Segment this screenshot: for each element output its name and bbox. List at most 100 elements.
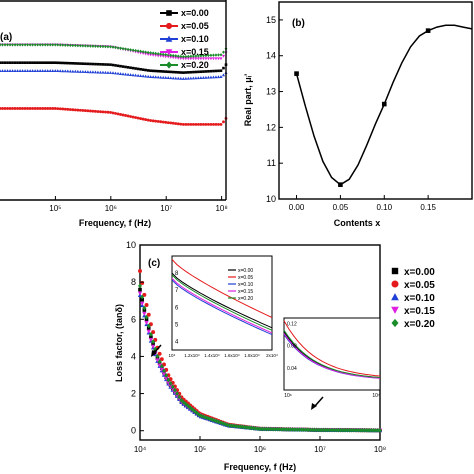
panel-c-point-1-4 — [146, 312, 151, 317]
panel-c-point-4-89 — [332, 427, 337, 433]
panel-a-point-3-59 — [146, 53, 150, 57]
panel-c-point-4-32 — [207, 416, 212, 422]
panel-a-point-2-4 — [8, 69, 12, 72]
panel-a-point-2-41 — [101, 70, 105, 74]
panel-c-point-3-13 — [166, 381, 171, 385]
panel-b-x-tick-label-1: 0.05 — [333, 203, 349, 212]
panel-a-point-2-35 — [86, 70, 90, 74]
panel-c-point-4-75 — [301, 427, 306, 433]
panel-c-point-4-54 — [255, 426, 260, 431]
panel-a-point-0-84 — [209, 69, 213, 73]
panel-a-point-0-44 — [109, 63, 112, 66]
panel-a-point-3-60 — [149, 53, 153, 57]
panel-a-point-1-52 — [129, 115, 133, 118]
panel-c-arrow-1 — [153, 344, 162, 354]
panel-a-point-0-85 — [212, 69, 215, 73]
panel-a-point-3-70 — [174, 56, 178, 60]
inset-2-y-tick-label-0: 0.12 — [287, 322, 297, 328]
panel-a-point-4-79 — [196, 54, 200, 58]
panel-c-point-4-97 — [349, 427, 354, 433]
panel-a-point-3-69 — [171, 56, 175, 60]
panel-a-point-0-51 — [126, 66, 130, 69]
panel-a-point-2-8 — [18, 69, 22, 72]
panel-c-y-tick-label-1: 2 — [131, 389, 136, 399]
panel-a-point-1-49 — [121, 113, 125, 117]
panel-a-point-1-22 — [53, 107, 57, 110]
panel-a-point-1-73 — [181, 122, 185, 126]
panel-c-point-4-72 — [295, 427, 300, 432]
panel-a-point-0-53 — [131, 66, 135, 70]
panel-a-point-1-27 — [66, 107, 70, 111]
panel-a-point-4-64 — [159, 52, 163, 56]
panel-c-point-3-4 — [146, 329, 151, 334]
panel-a-point-1-79 — [196, 122, 200, 126]
panel-a-point-3-75 — [186, 57, 190, 61]
panel-c-y-tick-label-5: 10 — [126, 240, 136, 250]
panel-a-point-3-85 — [211, 57, 216, 61]
panel-a-point-2-30 — [73, 69, 77, 73]
panel-a-point-1-3 — [6, 107, 9, 110]
panel-b-x-tick-label-2: 0.10 — [376, 203, 392, 212]
panel-c-x-axis-title: Frequency, f (Hz) — [224, 462, 296, 472]
panel-a-point-2-55 — [136, 73, 140, 77]
panel-a-point-0-81 — [202, 70, 205, 73]
panel-a-point-0-73 — [182, 71, 185, 74]
panel-c-point-0-4 — [146, 326, 151, 331]
panel-a-point-1-86 — [214, 122, 218, 126]
panel-a-point-4-43 — [106, 44, 110, 49]
panel-c-point-4-28 — [199, 413, 204, 419]
panel-a-point-2-10 — [23, 69, 27, 72]
panel-a-point-2-52 — [129, 73, 133, 76]
panel-a-point-4-87 — [217, 53, 220, 57]
panel-c-point-4-36 — [216, 419, 221, 425]
panel-a-point-2-42 — [103, 70, 108, 74]
panel-a-point-3-65 — [161, 55, 165, 58]
panel-a-point-0-32 — [79, 62, 82, 65]
panel-c-point-4-58 — [264, 426, 269, 432]
panel-c-point-4-85 — [323, 427, 328, 433]
panel-a-legend-marker-1 — [165, 22, 173, 30]
panel-a-point-3-87 — [216, 57, 221, 61]
inset-1-x-tick-label-0: 10⁴ — [169, 353, 176, 358]
panel-c-point-4-14 — [168, 381, 173, 386]
panel-a-point-2-49 — [121, 72, 125, 76]
panel-a-point-2-1 — [0, 69, 5, 72]
panel-a-point-3-72 — [179, 57, 183, 61]
panel-a-point-4-35 — [86, 44, 90, 48]
panel-a-legend: x=0.00 x=0.05 x=0.10 x=0.15 x=0.20 — [160, 8, 209, 70]
panel-c: 10⁴ 10⁵ 10⁶ 10⁷ 10⁸ 0 2 4 6 8 10 (c) Frequency, f … — [114, 240, 435, 472]
panel-a-point-4-56 — [139, 49, 143, 54]
panel-a-point-2-23 — [56, 69, 60, 73]
panel-a-point-0-46 — [114, 64, 117, 67]
panel-a-point-1-80 — [199, 122, 203, 126]
panel-a-point-2-51 — [126, 72, 130, 76]
panel-a-point-1-57 — [141, 117, 145, 121]
panel-c-x-tick-label-2: 10⁶ — [254, 445, 266, 454]
inset-2-plot-area — [283, 320, 381, 379]
panel-c-point-4-77 — [306, 427, 310, 433]
panel-c-point-4-78 — [308, 427, 313, 433]
panel-b-ticks: 0.00 0.05 0.10 0.15 10 11 12 13 14 15 — [266, 15, 436, 212]
panel-a-point-0-70 — [174, 70, 178, 74]
panel-a-point-3-84 — [209, 57, 213, 61]
panel-c-point-4-8 — [155, 353, 160, 359]
inset-2-frame — [283, 317, 381, 391]
panel-c-point-4-66 — [282, 426, 286, 432]
panel-c-point-4-91 — [336, 427, 341, 433]
panel-a-point-2-34 — [83, 70, 87, 74]
panel-a-point-1-41 — [101, 110, 105, 114]
panel-a-point-0-71 — [176, 71, 180, 74]
panel-a-point-1-85 — [212, 122, 215, 126]
inset-1-x-tick-label-2: 1.4x10⁴ — [204, 353, 220, 358]
panel-c-point-3-8 — [155, 358, 160, 363]
panel-a-legend-label-4: x=0.20 — [181, 60, 209, 70]
panel-a-point-1-33 — [81, 109, 85, 112]
panel-a-point-3-79 — [196, 57, 200, 61]
panel-a-point-4-30 — [73, 43, 77, 48]
panel-a-point-0-33 — [81, 62, 85, 65]
panel-c-point-4-69 — [288, 427, 293, 432]
panel-b-label: (b) — [292, 18, 305, 29]
panel-a-point-4-81 — [201, 53, 205, 58]
panel-a-point-1-6 — [13, 107, 17, 110]
panel-b-y-tick-label-1: 11 — [267, 158, 276, 168]
